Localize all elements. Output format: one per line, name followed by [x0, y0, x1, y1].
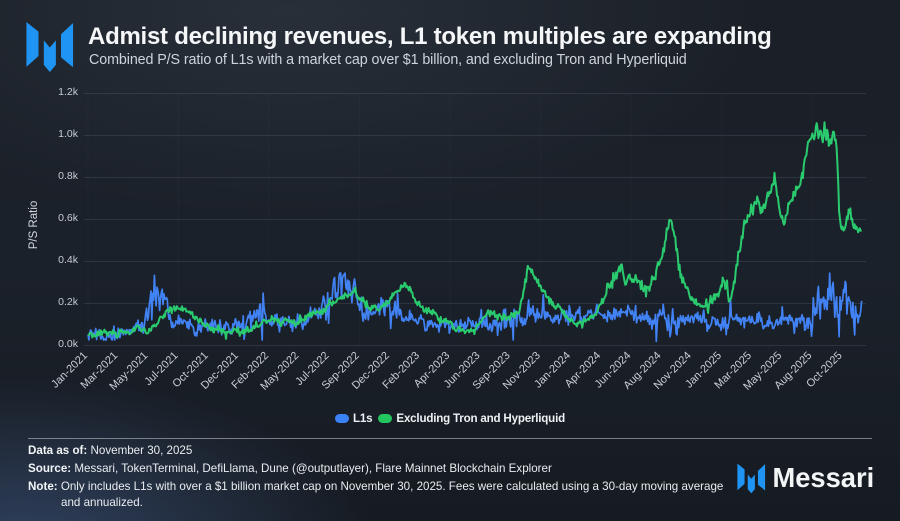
svg-text:0.8k: 0.8k [58, 170, 79, 182]
svg-text:0.6k: 0.6k [58, 212, 79, 224]
svg-text:0.4k: 0.4k [58, 254, 79, 266]
svg-text:0.0k: 0.0k [58, 338, 79, 350]
svg-text:P/S Ratio: P/S Ratio [28, 201, 40, 250]
svg-text:1.2k: 1.2k [58, 86, 79, 98]
svg-text:1.0k: 1.0k [58, 128, 79, 140]
svg-text:0.2k: 0.2k [58, 296, 79, 308]
